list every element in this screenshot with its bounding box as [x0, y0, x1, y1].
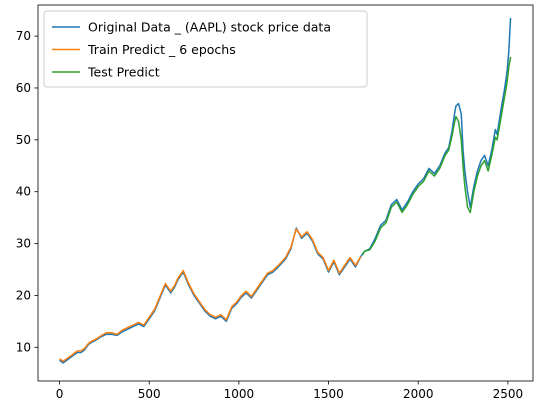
legend-box: [43, 10, 368, 88]
series-line-2: [361, 56, 512, 256]
y-tick-label: 70: [16, 29, 31, 43]
legend: Original Data _ (AAPL) stock price data T…: [43, 10, 368, 88]
series-line-0: [59, 17, 512, 364]
x-tick-label: 0: [56, 387, 64, 401]
legend-entry-2: Test Predict: [87, 65, 160, 80]
axes-frame: [37, 4, 534, 382]
x-tick-label: 1500: [313, 387, 344, 401]
x-tick-label: 500: [138, 387, 161, 401]
legend-entry-0: Original Data _ (AAPL) stock price data: [88, 20, 331, 35]
y-tick-label: 50: [16, 133, 31, 147]
axes: 0 500 1000 1500 2000 2500 10 20 30 40 50 60 70: [16, 4, 534, 401]
y-tick-label: 20: [16, 288, 31, 302]
y-tick-label: 60: [16, 81, 31, 95]
y-tick-label: 40: [16, 185, 31, 199]
series-layer: [59, 17, 512, 364]
y-tick-label: 10: [16, 340, 31, 354]
x-tick-label: 2000: [403, 387, 434, 401]
legend-entry-1: Train Predict _ 6 epochs: [87, 42, 236, 57]
series-line-1: [59, 228, 362, 363]
y-tick-label: 30: [16, 237, 31, 251]
x-tick-label: 1000: [224, 387, 255, 401]
x-tick-label: 2500: [493, 387, 524, 401]
